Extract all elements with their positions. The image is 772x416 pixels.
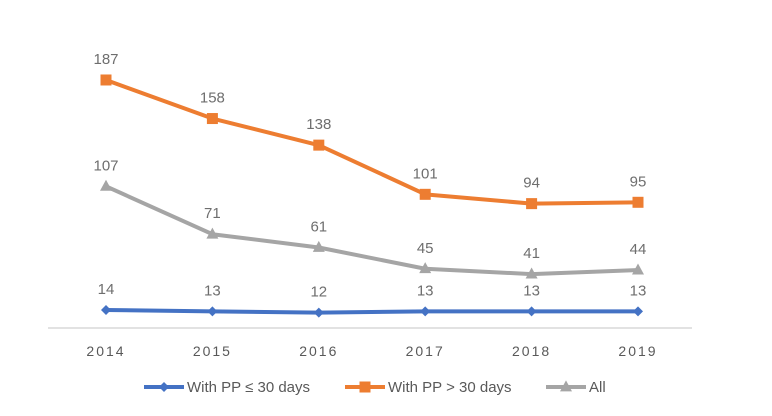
- legend-diamond-icon: [159, 382, 169, 392]
- series-line: [104, 77, 640, 206]
- legend-item-with-pp-30-days: With PP > 30 days: [345, 379, 512, 396]
- data-label: 158: [200, 90, 225, 107]
- x-tick-label: 2018: [512, 343, 551, 359]
- data-label: 45: [417, 240, 434, 257]
- data-label: 95: [630, 173, 647, 190]
- data-label: 14: [98, 281, 115, 298]
- square-marker: [313, 139, 325, 151]
- data-label: 13: [417, 282, 434, 299]
- data-label: 101: [413, 165, 438, 182]
- legend: With PP ≤ 30 days With PP > 30 days All: [144, 379, 606, 396]
- data-label: 41: [523, 245, 540, 262]
- square-marker: [100, 74, 112, 86]
- data-label: 71: [204, 205, 221, 222]
- triangle-marker: [525, 267, 538, 279]
- square-marker: [632, 196, 644, 208]
- x-tick-label: 2017: [406, 343, 445, 359]
- diamond-marker: [633, 306, 643, 317]
- diamond-marker: [420, 306, 431, 317]
- x-tick-label: 2015: [193, 343, 232, 359]
- data-label: 13: [204, 282, 221, 299]
- legend-item-all: All: [546, 379, 606, 396]
- legend-triangle-icon: [560, 380, 572, 392]
- data-label: 12: [310, 284, 327, 301]
- triangle-marker: [206, 227, 219, 239]
- data-label: 13: [523, 282, 540, 299]
- diamond-marker: [313, 307, 324, 318]
- diamond-marker: [207, 306, 218, 317]
- series-with-pp-30-days: [100, 74, 644, 210]
- legend-item-with-pp-30-days: With PP ≤ 30 days: [144, 379, 310, 396]
- square-marker: [526, 198, 538, 210]
- square-marker: [419, 188, 431, 200]
- data-label: 13: [630, 282, 647, 299]
- data-labels: 14 13 12 13 13 13 187 158 138 101 94 95 107 71 61 45 41 4…: [93, 51, 646, 301]
- series-line: [104, 307, 640, 315]
- diamond-marker: [101, 304, 111, 315]
- data-label: 187: [93, 51, 118, 68]
- x-tick-label: 2016: [299, 343, 338, 359]
- series-with-pp-30-days: [101, 304, 643, 318]
- legend-label: With PP ≤ 30 days: [187, 379, 310, 396]
- data-label: 44: [630, 241, 647, 258]
- triangle-marker: [100, 179, 112, 191]
- data-label: 61: [310, 219, 327, 236]
- triangle-marker: [632, 263, 644, 275]
- series-all: [100, 179, 644, 279]
- square-marker: [206, 113, 218, 125]
- legend-label: All: [589, 379, 606, 396]
- legend-square-icon: [359, 381, 371, 393]
- diamond-marker: [526, 306, 537, 317]
- x-tick-label: 2014: [86, 343, 125, 359]
- triangle-marker: [312, 240, 325, 252]
- x-axis-ticks: 2014 2015 2016 2017 2018 2019: [86, 343, 657, 359]
- data-label: 94: [523, 175, 540, 192]
- x-tick-label: 2019: [618, 343, 657, 359]
- triangle-marker: [419, 262, 432, 274]
- legend-label: With PP > 30 days: [388, 379, 512, 396]
- series-line: [104, 184, 640, 277]
- data-label: 107: [93, 157, 118, 174]
- data-label: 138: [306, 116, 331, 133]
- series-layer: [100, 74, 644, 318]
